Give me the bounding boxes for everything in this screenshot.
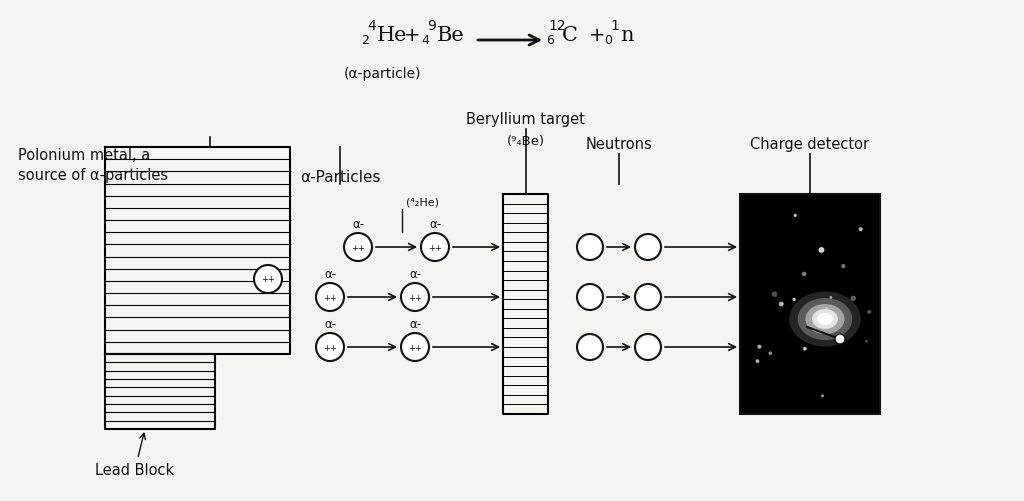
Text: Beryllium target: Beryllium target <box>466 112 585 127</box>
Text: α-: α- <box>409 268 421 281</box>
Circle shape <box>769 352 772 355</box>
Circle shape <box>841 265 846 269</box>
Circle shape <box>865 341 867 343</box>
Circle shape <box>344 233 372 262</box>
Text: 9: 9 <box>428 19 436 33</box>
Text: n: n <box>620 26 634 45</box>
Circle shape <box>635 285 662 311</box>
Circle shape <box>316 284 344 312</box>
Ellipse shape <box>817 313 833 325</box>
Text: α-: α- <box>409 317 421 330</box>
Text: α-Particles: α-Particles <box>300 170 380 185</box>
Circle shape <box>818 247 824 254</box>
Circle shape <box>867 310 871 314</box>
Circle shape <box>401 333 429 361</box>
Text: Polonium metal, a
source of α-particles: Polonium metal, a source of α-particles <box>18 148 168 182</box>
Text: α-: α- <box>352 217 365 230</box>
Circle shape <box>859 227 863 232</box>
Text: α-: α- <box>324 268 336 281</box>
Circle shape <box>779 302 783 307</box>
Text: Be: Be <box>437 26 465 45</box>
Circle shape <box>793 298 796 302</box>
Text: 2: 2 <box>361 34 369 47</box>
Text: ++: ++ <box>324 344 337 353</box>
Circle shape <box>835 334 845 344</box>
Circle shape <box>756 360 760 363</box>
Circle shape <box>821 395 824 397</box>
Circle shape <box>577 285 603 311</box>
Polygon shape <box>740 194 880 414</box>
Circle shape <box>772 292 777 298</box>
Text: (⁹₄Be): (⁹₄Be) <box>507 135 545 148</box>
Text: 0: 0 <box>604 34 612 47</box>
Circle shape <box>421 233 449 262</box>
Ellipse shape <box>806 305 845 334</box>
Text: ++: ++ <box>409 294 422 303</box>
Circle shape <box>802 272 807 277</box>
Text: C: C <box>562 26 578 45</box>
Text: ++: ++ <box>409 344 422 353</box>
Circle shape <box>794 214 797 217</box>
Text: ++: ++ <box>261 275 274 284</box>
Ellipse shape <box>812 310 838 329</box>
Circle shape <box>635 334 662 360</box>
Ellipse shape <box>798 299 852 340</box>
Text: Neutrons: Neutrons <box>586 137 652 152</box>
Circle shape <box>577 234 603 261</box>
Text: α-: α- <box>324 317 336 330</box>
Text: 12: 12 <box>548 19 566 33</box>
Circle shape <box>803 347 807 351</box>
Text: (α-particle): (α-particle) <box>343 67 421 81</box>
Circle shape <box>577 334 603 360</box>
Text: 1: 1 <box>610 19 620 33</box>
Circle shape <box>825 307 828 311</box>
Circle shape <box>851 296 856 302</box>
Text: 4: 4 <box>368 19 377 33</box>
Circle shape <box>758 345 762 349</box>
Text: α-: α- <box>429 217 441 230</box>
Text: He: He <box>377 26 408 45</box>
Circle shape <box>254 266 282 294</box>
Circle shape <box>829 297 833 299</box>
Text: +: + <box>403 26 420 45</box>
Text: +: + <box>589 26 605 45</box>
Circle shape <box>635 234 662 261</box>
Text: ++: ++ <box>428 244 442 253</box>
Text: Charge detector: Charge detector <box>751 137 869 152</box>
Text: Lead Block: Lead Block <box>95 433 174 477</box>
Text: ++: ++ <box>324 294 337 303</box>
Circle shape <box>316 333 344 361</box>
Text: 4: 4 <box>421 34 429 47</box>
Text: (⁴₂He): (⁴₂He) <box>406 197 438 207</box>
Text: ++: ++ <box>351 244 365 253</box>
Ellipse shape <box>790 292 861 347</box>
Text: 6: 6 <box>546 34 554 47</box>
Circle shape <box>401 284 429 312</box>
